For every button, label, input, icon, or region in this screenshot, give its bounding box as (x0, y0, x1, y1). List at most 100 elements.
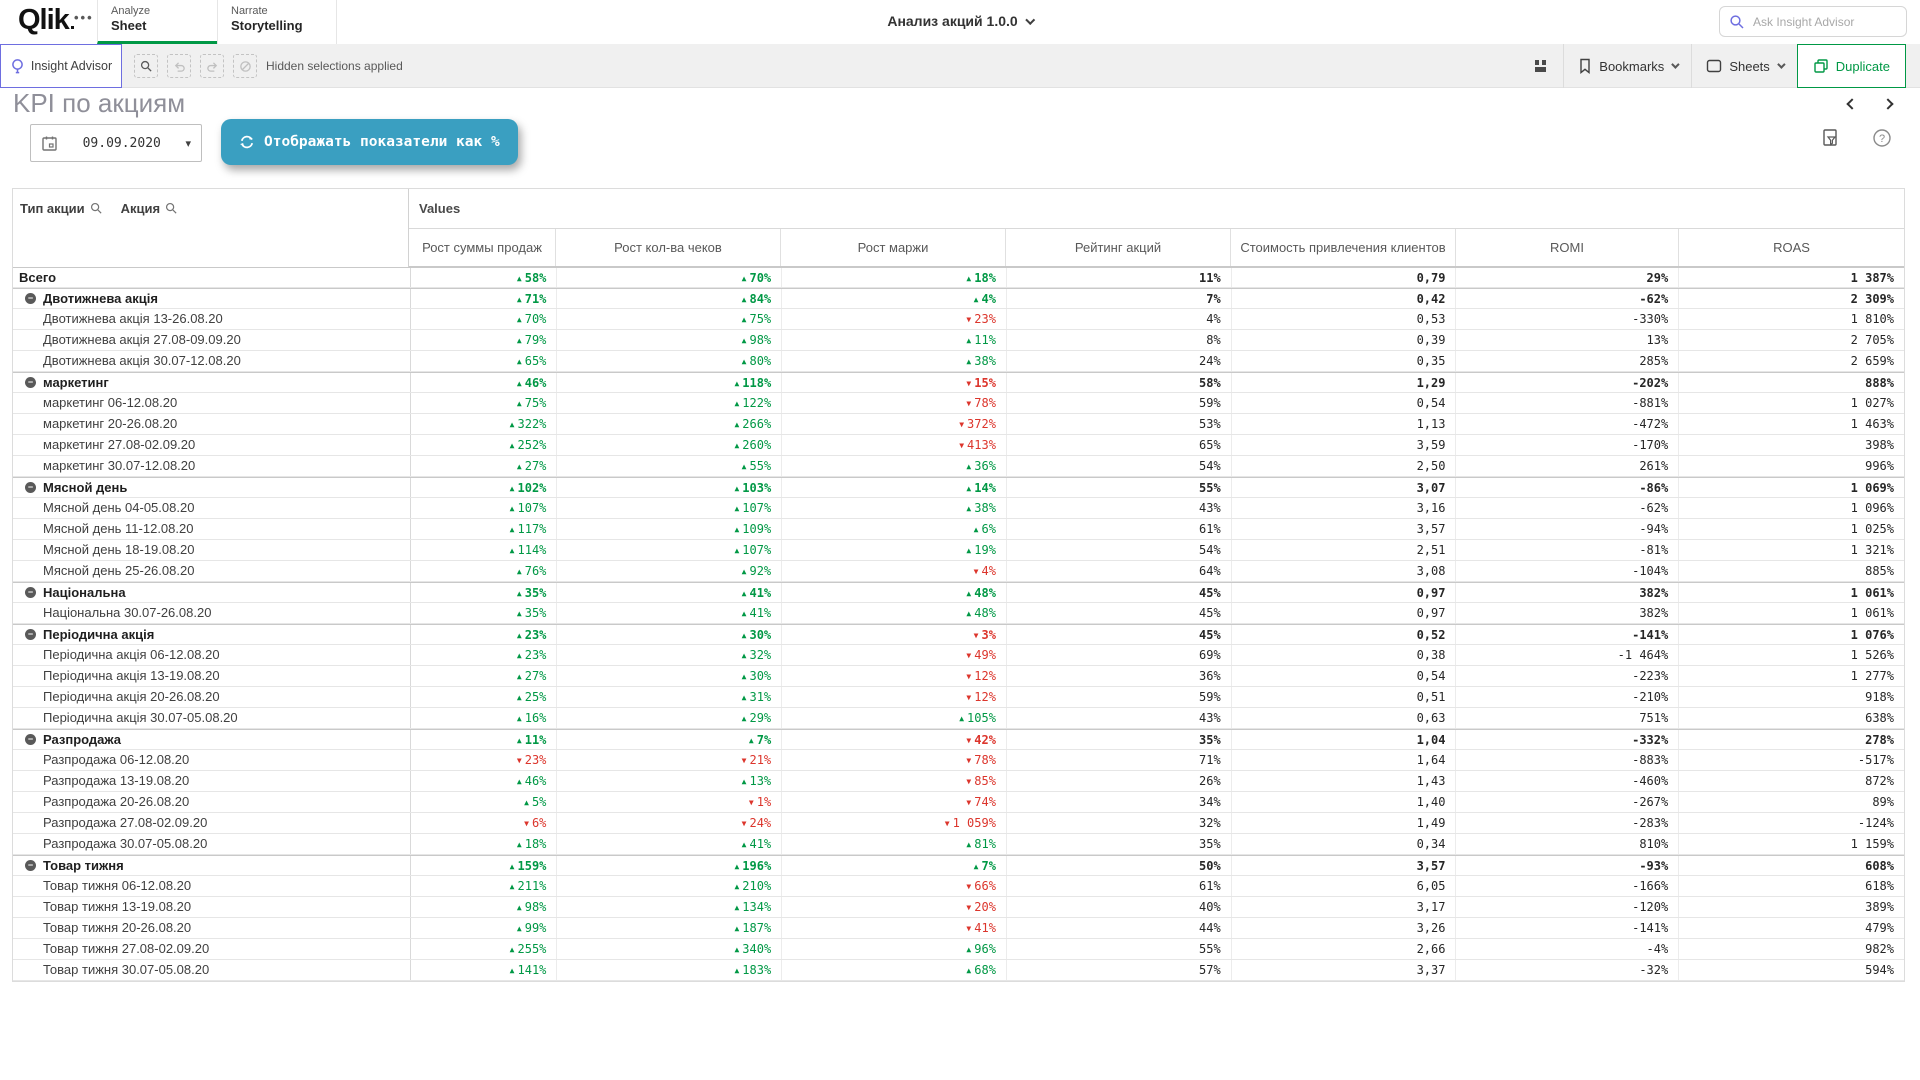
value-cell[interactable]: 24% (1007, 351, 1232, 371)
table-row[interactable]: Мясной день 04-05.08.20 ▲ 107% ▲ 107% ▲ 38% 43%… (13, 498, 1904, 519)
value-cell[interactable]: ▲ 46% (411, 771, 558, 791)
value-cell[interactable]: 1 061% (1850, 606, 1894, 620)
value-cell[interactable]: 1 076% (1850, 628, 1894, 642)
value-cell[interactable]: ▼ 23% (782, 309, 1007, 329)
value-cell[interactable]: ▲ 260% (557, 435, 783, 455)
row-label-cell[interactable]: − Разпродажа (13, 730, 411, 749)
value-cell[interactable]: ▼ 3% (782, 625, 1007, 644)
value-cell[interactable]: ▼ 12% (782, 666, 1007, 686)
value-cell[interactable]: ▼ 78% (782, 393, 1007, 413)
value-cell[interactable]: -94% (1456, 519, 1680, 539)
value-cell[interactable]: 3,57 (1232, 519, 1457, 539)
value-cell[interactable]: 61% (1007, 519, 1232, 539)
value-cell[interactable]: ▲ 7% (557, 730, 783, 749)
value-cell[interactable]: 872% (1865, 774, 1894, 788)
value-cell[interactable]: 69% (1007, 645, 1232, 665)
value-cell[interactable]: -81% (1456, 540, 1680, 560)
value-cell[interactable]: 1,29 (1232, 373, 1457, 392)
value-cell[interactable]: ▲ 187% (557, 918, 783, 938)
value-cell[interactable]: 55% (1007, 939, 1232, 959)
value-cell[interactable]: 45% (1007, 583, 1232, 602)
value-cell[interactable]: ▲ 266% (557, 414, 783, 434)
value-cell[interactable]: 6,05 (1232, 876, 1457, 896)
duplicate-button[interactable]: Duplicate (1796, 44, 1906, 88)
row-label-cell[interactable]: маркетинг 30.07-12.08.20 (13, 456, 411, 476)
value-cell[interactable]: ▲ 118% (557, 373, 783, 392)
value-cell[interactable]: ▼ 78% (782, 750, 1007, 770)
value-cell[interactable]: 2,51 (1232, 540, 1457, 560)
value-cell[interactable]: ▲ 16% (411, 708, 558, 728)
value-cell[interactable]: ▲ 18% (411, 834, 558, 854)
value-cell[interactable]: 1,13 (1232, 414, 1457, 434)
table-row[interactable]: Періодична акція 06-12.08.20 ▲ 23% ▲ 32% ▼ 49%… (13, 645, 1904, 666)
value-cell[interactable]: ▲ 11% (411, 730, 558, 749)
value-cell[interactable]: 2,50 (1232, 456, 1457, 476)
previous-sheet-icon[interactable] (1846, 98, 1858, 110)
value-cell[interactable]: ▲ 7% (782, 856, 1007, 875)
value-cell[interactable]: 65% (1007, 435, 1232, 455)
value-cell[interactable]: 382% (1456, 603, 1680, 623)
value-cell[interactable]: ▲ 84% (557, 289, 783, 308)
value-cell[interactable]: 3,16 (1232, 498, 1457, 518)
value-cell[interactable]: ▲ 105% (782, 708, 1007, 728)
value-cell[interactable]: ▲ 5% (411, 792, 558, 812)
value-cell[interactable]: ▼ 24% (557, 813, 783, 833)
value-cell[interactable]: 2 309% (1850, 292, 1894, 306)
collapse-icon[interactable]: − (25, 377, 36, 388)
collapse-icon[interactable]: − (25, 482, 36, 493)
row-label-cell[interactable]: Періодична акція 13-19.08.20 (13, 666, 411, 686)
value-cell[interactable]: 2,66 (1232, 939, 1457, 959)
more-menu-button[interactable]: ••• (74, 10, 94, 25)
value-cell[interactable]: 35% (1007, 834, 1232, 854)
measure-header[interactable]: Рост суммы продаж (409, 229, 556, 266)
table-row[interactable]: маркетинг 27.08-02.09.20 ▲ 252% ▲ 260% ▼ 413% 6… (13, 435, 1904, 456)
row-label-cell[interactable]: Разпродажа 27.08-02.09.20 (13, 813, 411, 833)
sheets-button[interactable]: Sheets (1692, 44, 1796, 88)
value-cell[interactable]: ▲ 35% (411, 603, 558, 623)
value-cell[interactable]: 0,97 (1232, 583, 1457, 602)
value-cell[interactable]: 638% (1865, 711, 1894, 725)
value-cell[interactable]: -1 464% (1456, 645, 1680, 665)
value-cell[interactable]: ▲ 71% (411, 289, 558, 308)
value-cell[interactable]: ▼ 66% (782, 876, 1007, 896)
value-cell[interactable]: ▲ 255% (411, 939, 558, 959)
value-cell[interactable]: ▲ 183% (557, 960, 783, 980)
table-row[interactable]: маркетинг 30.07-12.08.20 ▲ 27% ▲ 55% ▲ 36% 54% 2… (13, 456, 1904, 477)
value-cell[interactable]: 7% (1007, 289, 1232, 308)
value-cell[interactable]: ▲ 48% (782, 603, 1007, 623)
value-cell[interactable]: 13% (1456, 330, 1680, 350)
bookmarks-button[interactable]: Bookmarks (1564, 44, 1691, 88)
value-cell[interactable]: ▼ 49% (782, 645, 1007, 665)
value-cell[interactable]: 1 387% (1850, 271, 1894, 285)
app-title-menu[interactable]: Анализ акций 1.0.0 (887, 13, 1036, 29)
value-cell[interactable]: ▲ 102% (411, 478, 558, 497)
value-cell[interactable]: ▲ 19% (782, 540, 1007, 560)
value-cell[interactable]: ▲ 23% (411, 645, 558, 665)
value-cell[interactable]: -332% (1456, 730, 1680, 749)
value-cell[interactable]: 1,04 (1232, 730, 1457, 749)
value-cell[interactable]: 36% (1007, 666, 1232, 686)
tab-narrate-storytelling[interactable]: Narrate Storytelling (217, 0, 337, 44)
value-cell[interactable]: 1 526% (1850, 648, 1894, 662)
value-cell[interactable]: ▲ 14% (782, 478, 1007, 497)
value-cell[interactable]: ▲ 31% (557, 687, 783, 707)
value-cell[interactable]: 0,53 (1232, 309, 1457, 329)
value-cell[interactable]: ▲ 41% (557, 834, 783, 854)
table-row[interactable]: Товар тижня 06-12.08.20 ▲ 211% ▲ 210% ▼ 66% 61%… (13, 876, 1904, 897)
value-cell[interactable]: ▲ 70% (411, 309, 558, 329)
value-cell[interactable]: -170% (1456, 435, 1680, 455)
table-row[interactable]: Двотижнева акція 27.08-09.09.20 ▲ 79% ▲ 98% ▲… (13, 330, 1904, 351)
value-cell[interactable]: -62% (1456, 289, 1680, 308)
table-row[interactable]: Двотижнева акція 13-26.08.20 ▲ 70% ▲ 75% ▼ 23%… (13, 309, 1904, 330)
value-cell[interactable]: -472% (1456, 414, 1680, 434)
row-label-cell[interactable]: Періодична акція 20-26.08.20 (13, 687, 411, 707)
row-label-cell[interactable]: Мясной день 11-12.08.20 (13, 519, 411, 539)
value-cell[interactable]: 4% (1007, 309, 1232, 329)
value-cell[interactable]: 1,64 (1232, 750, 1457, 770)
collapse-icon[interactable]: − (25, 734, 36, 745)
table-row[interactable]: Періодична акція 20-26.08.20 ▲ 25% ▲ 31% ▼ 12%… (13, 687, 1904, 708)
value-cell[interactable]: 594% (1865, 963, 1894, 977)
row-label-cell[interactable]: Періодична акція 30.07-05.08.20 (13, 708, 411, 728)
value-cell[interactable]: 3,26 (1232, 918, 1457, 938)
value-cell[interactable]: ▲ 103% (557, 478, 783, 497)
